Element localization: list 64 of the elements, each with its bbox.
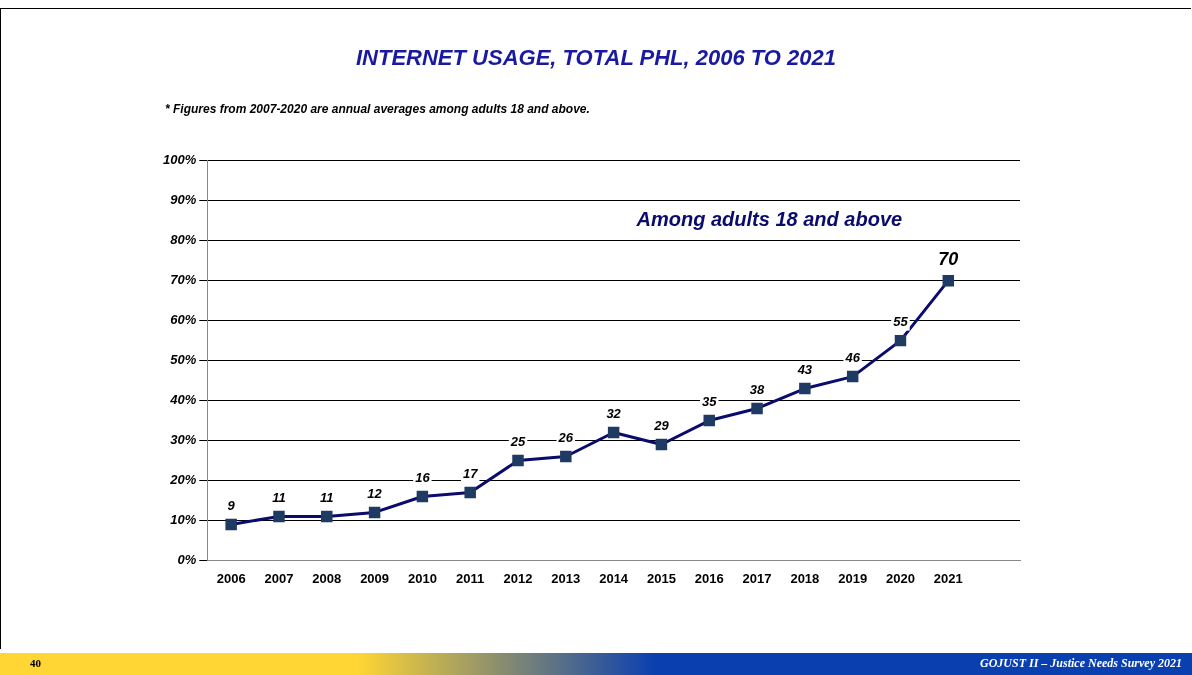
data-label: 43: [796, 361, 813, 377]
data-label: 17: [462, 465, 479, 481]
x-tick-label: 2007: [264, 570, 294, 586]
point: [368, 506, 381, 519]
data-label: 25: [509, 433, 526, 449]
y-tick-label: 20%: [169, 472, 197, 488]
y-tick-label: 80%: [170, 232, 197, 248]
x-tick-label: 2013: [551, 570, 581, 586]
x-tick-label: 2021: [933, 570, 963, 586]
data-label: 29: [653, 417, 670, 433]
y-tick-label: 0%: [177, 551, 197, 567]
y-tick-label: 70%: [170, 272, 197, 288]
point: [607, 426, 620, 439]
point: [560, 450, 572, 463]
data-label: 26: [557, 429, 574, 445]
data-label: 32: [606, 405, 622, 421]
point: [942, 274, 955, 287]
text: 40: [30, 657, 41, 669]
y-tick-label: 10%: [170, 512, 197, 528]
y-tick-label: 30%: [170, 432, 197, 448]
point: [894, 334, 907, 347]
x-tick-label: 2006: [216, 570, 246, 586]
point: [751, 402, 763, 415]
data-label: 9: [227, 497, 236, 513]
data-label: 46: [844, 349, 861, 365]
x-tick-label: 2020: [886, 570, 915, 586]
point: [799, 382, 811, 395]
chart-title: INTERNET USAGE, TOTAL PHL, 2006 TO 2021: [354, 45, 838, 71]
x-tick-label: 2018: [790, 570, 820, 586]
y-tick-label: 100%: [163, 152, 197, 168]
data-label: 16: [415, 469, 431, 485]
x-tick-label: 2010: [407, 570, 437, 586]
point: [225, 518, 237, 531]
x-tick-label: 2014: [599, 570, 629, 586]
data-label: 11: [272, 489, 286, 505]
point: [416, 490, 429, 503]
x-tick-label: 2019: [838, 570, 868, 586]
x-tick-label: 2008: [312, 570, 342, 586]
y-tick-label: 90%: [170, 192, 197, 208]
y-tick-label: 60%: [170, 312, 197, 328]
y-tick-label: 40%: [169, 392, 197, 408]
point: [655, 438, 668, 451]
point: [512, 454, 524, 467]
data-label: 35: [702, 393, 718, 409]
data-label: 55: [893, 313, 909, 329]
text: Among adults 18 and above: [635, 208, 903, 231]
data-label: 11: [320, 489, 334, 505]
x-tick-label: 2015: [646, 570, 676, 586]
point: [273, 510, 285, 523]
data-label: 38: [749, 381, 766, 397]
chart-subtitle: * Figures from 2007-2020 are annual averages among adults 18 and above.: [165, 102, 590, 116]
x-tick-label: 2011: [456, 570, 485, 586]
data-label: 70: [938, 248, 959, 269]
point: [703, 414, 715, 427]
x-tick-label: 2009: [360, 570, 390, 586]
y-tick-label: 50%: [170, 352, 197, 368]
text: GOJUST II – Justice Needs Survey 2021: [980, 656, 1182, 671]
point: [464, 486, 476, 499]
x-tick-label: 2016: [694, 570, 724, 586]
point: [321, 510, 333, 523]
x-tick-label: 2017: [742, 570, 772, 586]
x-tick-label: 2012: [503, 570, 533, 586]
point: [846, 370, 859, 383]
data-label: 12: [367, 485, 383, 501]
